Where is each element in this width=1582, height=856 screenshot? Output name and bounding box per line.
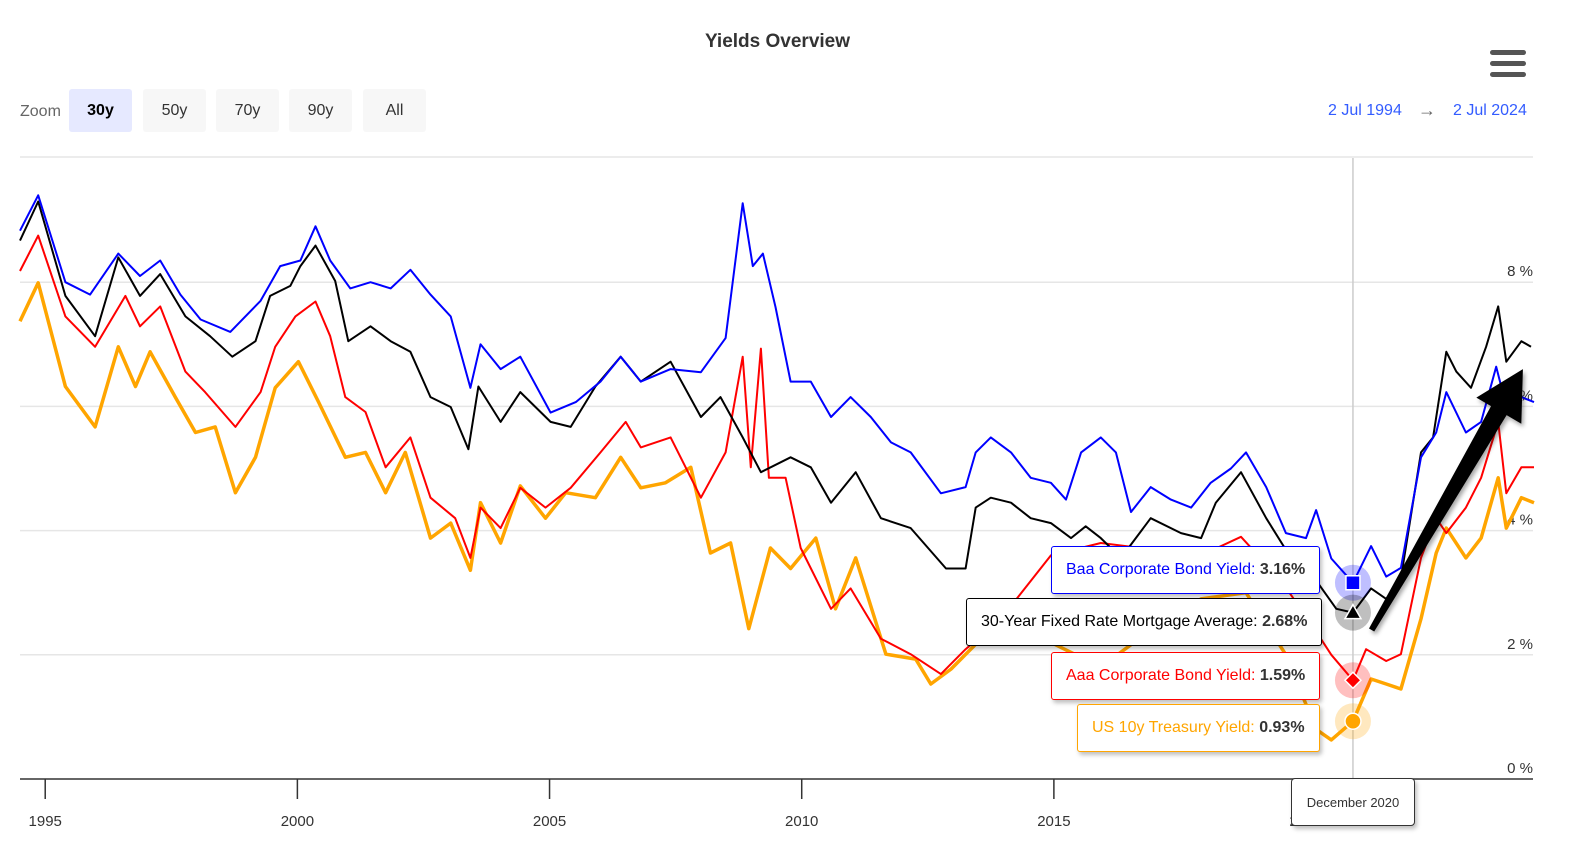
x-tick-label: 1995 [29,813,62,830]
zoom-all-button[interactable]: All [363,89,426,132]
zoom-30y-button[interactable]: 30y [69,89,132,132]
baa-marker-square [1345,575,1361,591]
x-tick-label: 2015 [1037,813,1070,830]
zoom-50y-button[interactable]: 50y [143,89,206,132]
series-line-diamond[interactable] [19,234,1534,682]
zoom-90y-button[interactable]: 90y [289,89,352,132]
tooltip-aaa: Aaa Corporate Bond Yield: 1.59% [1051,652,1321,700]
x-tick-label: 2000 [281,813,314,830]
range-from-input[interactable]: 2 Jul 1994 [1328,102,1402,119]
mortgage-marker-triangle [1343,603,1363,620]
tooltip-date: December 2020 [1291,778,1415,826]
x-tick-label: 2005 [533,813,566,830]
tooltip-treasury: US 10y Treasury Yield: 0.93% [1077,704,1320,752]
zoom-70y-button[interactable]: 70y [216,89,279,132]
tooltip-mortgage: 30-Year Fixed Rate Mortgage Average: 2.6… [966,598,1323,646]
y-tick-label: 0 % [1507,760,1533,777]
range-arrow: → [1418,100,1436,120]
treasury-marker-circle [1344,712,1362,730]
aaa-marker-diamond [1343,671,1363,690]
hamburger-menu-icon[interactable] [1490,50,1526,80]
y-tick-label: 2 % [1507,636,1533,653]
tooltip-baa: Baa Corporate Bond Yield: 3.16% [1051,546,1321,594]
x-tick-label: 2010 [785,813,818,830]
range-to-input[interactable]: 2 Jul 2024 [1453,102,1527,119]
chart-title: Yields Overview [704,31,851,52]
series-line-square[interactable] [19,194,1535,584]
series-line-triangle[interactable] [19,200,1532,614]
y-tick-label: 8 % [1507,263,1533,280]
series-line-circle[interactable] [18,281,1535,742]
annotation-arrow-icon [1369,369,1523,632]
zoom-label: Zoom [20,103,61,120]
